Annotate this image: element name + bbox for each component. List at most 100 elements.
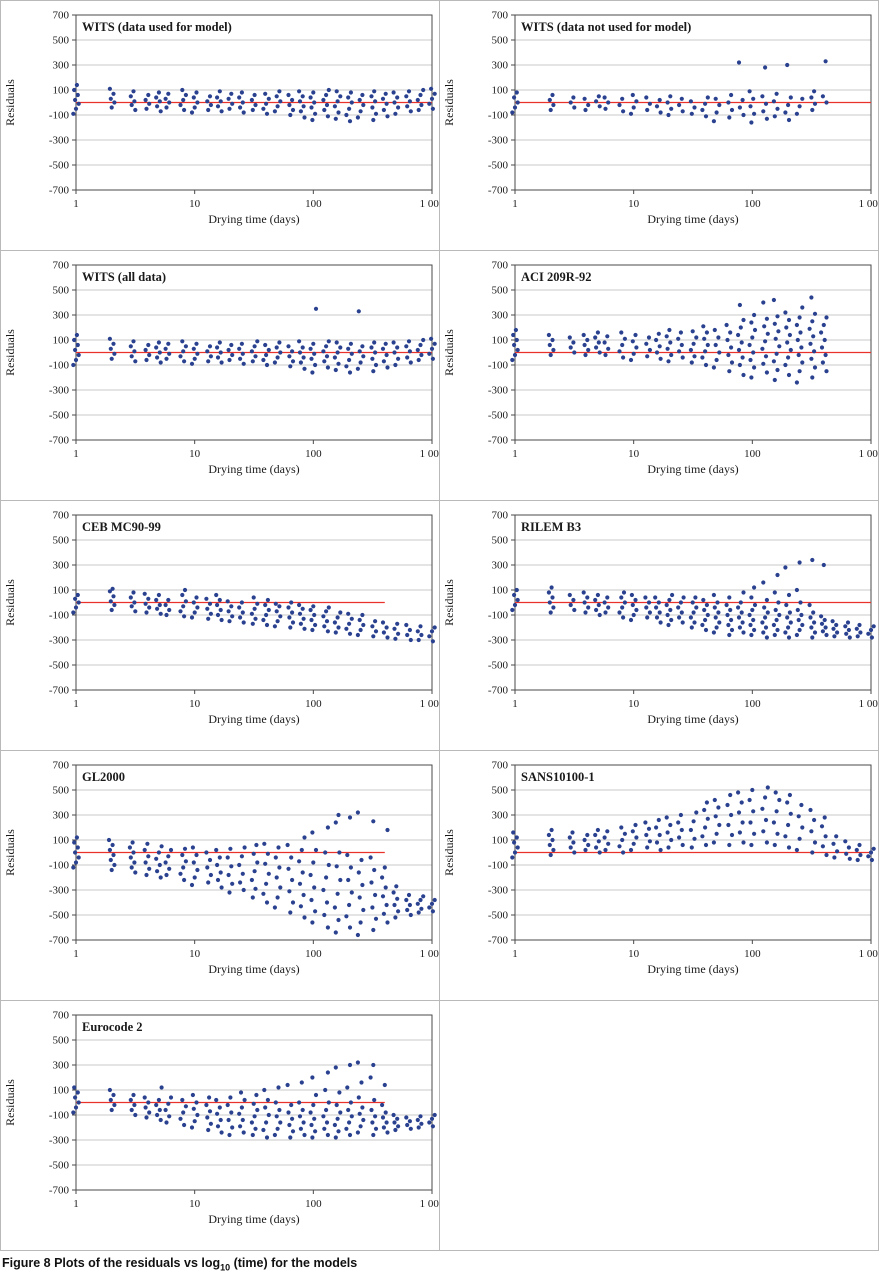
x-tick-label: 10: [628, 198, 640, 210]
y-tick-label: 500: [492, 35, 509, 47]
x-tick-label: 1: [73, 698, 79, 710]
x-tick-label: 10: [189, 198, 201, 210]
y-tick-label: -500: [488, 910, 509, 922]
y-tick-label: 300: [53, 60, 70, 72]
y-tick-label: -500: [488, 160, 509, 172]
y-axis-label: Residuals: [442, 329, 456, 376]
y-tick-label: -500: [49, 160, 70, 172]
y-tick-label: 700: [492, 760, 509, 772]
x-tick-label: 100: [305, 1198, 322, 1210]
y-tick-label: -100: [488, 110, 509, 122]
x-tick-label: 10: [628, 448, 640, 460]
y-tick-label: 500: [53, 285, 70, 297]
y-tick-label: 300: [492, 60, 509, 72]
scatter-points: [71, 82, 437, 124]
y-tick-label: -700: [488, 935, 509, 947]
y-tick-label: 100: [492, 835, 509, 847]
y-tick-label: 700: [53, 10, 70, 22]
y-tick-label: -300: [49, 385, 70, 397]
x-axis-label: Drying time (days): [208, 1212, 299, 1226]
y-axis-label: Residuals: [3, 1079, 17, 1126]
y-axis-label: Residuals: [3, 829, 17, 876]
y-tick-label: 100: [53, 85, 70, 97]
scatter-points: [510, 785, 876, 863]
y-axis-label: Residuals: [3, 79, 17, 126]
y-tick-label: -500: [49, 410, 70, 422]
x-tick-label: 1: [512, 948, 518, 960]
y-tick-label: 500: [53, 35, 70, 47]
y-tick-label: 100: [53, 1085, 70, 1097]
y-tick-label: 300: [492, 310, 509, 322]
y-tick-label: 700: [53, 510, 70, 522]
y-tick-label: 100: [492, 85, 509, 97]
y-tick-label: -500: [49, 1160, 70, 1172]
x-tick-label: 1: [512, 448, 518, 460]
y-tick-label: -100: [49, 360, 70, 372]
y-tick-label: 700: [53, 1010, 70, 1022]
x-axis-label: Drying time (days): [208, 212, 299, 226]
y-tick-label: -700: [49, 1185, 70, 1197]
y-tick-label: 100: [53, 585, 70, 597]
y-tick-label: -500: [49, 910, 70, 922]
x-tick-label: 100: [305, 448, 322, 460]
y-tick-label: -500: [488, 660, 509, 672]
panel-title: Eurocode 2: [82, 1020, 143, 1034]
x-tick-label: 1: [73, 198, 79, 210]
y-tick-label: 100: [53, 335, 70, 347]
y-axis-label: Residuals: [442, 579, 456, 626]
y-tick-label: -100: [488, 360, 509, 372]
scatter-points: [71, 810, 437, 938]
y-tick-label: -100: [488, 860, 509, 872]
x-tick-label: 1 000: [859, 198, 878, 210]
caption-text: Plots of the residuals vs log: [50, 1256, 221, 1270]
x-tick-label: 10: [628, 948, 640, 960]
y-tick-label: 300: [53, 560, 70, 572]
x-tick-label: 1 000: [859, 948, 878, 960]
y-axis-label: Residuals: [442, 79, 456, 126]
figure-caption: Figure 8 Plots of the residuals vs log10…: [0, 1251, 879, 1273]
y-tick-label: 700: [492, 260, 509, 272]
x-tick-label: 1 000: [420, 198, 439, 210]
y-axis-label: Residuals: [442, 829, 456, 876]
panel-title: WITS (all data): [82, 270, 166, 284]
x-tick-label: 100: [744, 198, 761, 210]
x-tick-label: 1: [512, 198, 518, 210]
x-tick-label: 1: [73, 448, 79, 460]
x-tick-label: 1 000: [420, 948, 439, 960]
caption-figure-number: Figure 8: [2, 1256, 51, 1270]
x-tick-label: 100: [305, 948, 322, 960]
x-axis-label: Drying time (days): [208, 462, 299, 476]
y-tick-label: 500: [492, 535, 509, 547]
x-axis-label: Drying time (days): [208, 712, 299, 726]
y-tick-label: 700: [492, 510, 509, 522]
y-tick-label: 500: [53, 785, 70, 797]
y-tick-label: -300: [49, 635, 70, 647]
y-tick-label: 100: [492, 335, 509, 347]
y-tick-label: 300: [53, 310, 70, 322]
y-tick-label: -100: [49, 1110, 70, 1122]
y-tick-label: 100: [492, 585, 509, 597]
caption-text-suffix: (time) for the models: [230, 1256, 358, 1270]
x-tick-label: 1 000: [859, 448, 878, 460]
y-tick-label: 300: [53, 810, 70, 822]
y-tick-label: -100: [49, 110, 70, 122]
y-tick-label: 300: [53, 1060, 70, 1072]
x-tick-label: 10: [189, 1198, 201, 1210]
x-tick-label: 100: [305, 698, 322, 710]
